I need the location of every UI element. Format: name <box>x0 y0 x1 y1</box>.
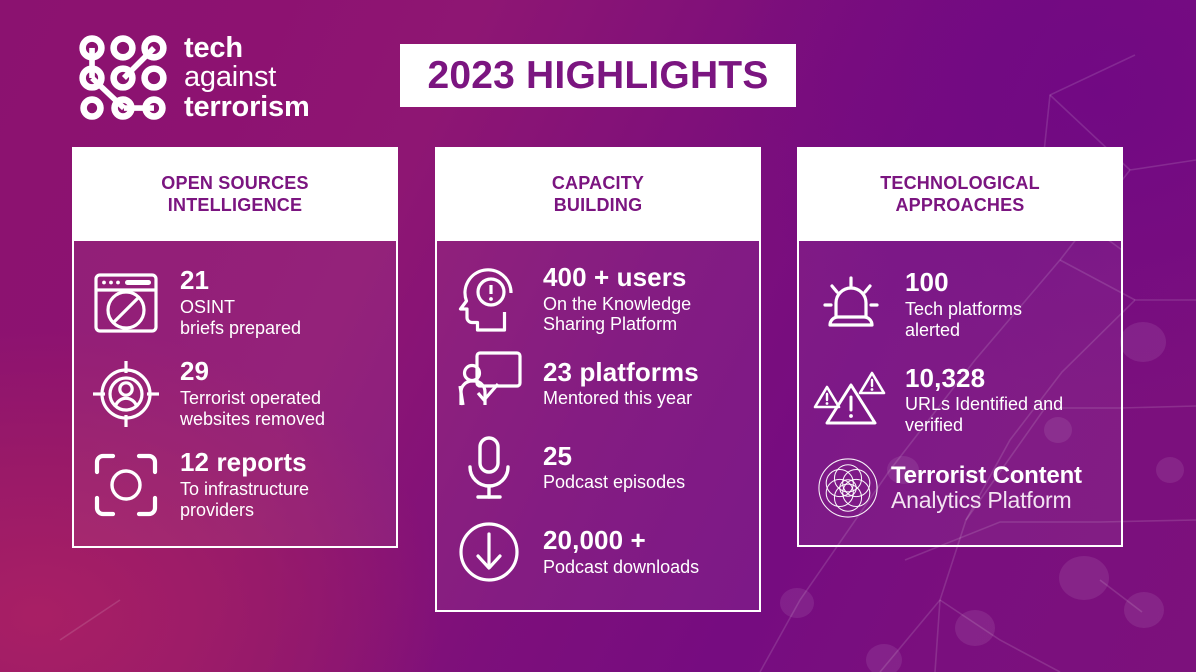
stat-text: 20,000 + Podcast downloads <box>543 526 699 577</box>
stat-label: On the Knowledge Sharing Platform <box>543 293 692 335</box>
tech-against-terrorism-node-logo-icon <box>79 35 167 120</box>
stat-value: 10,328 <box>905 362 986 393</box>
stat-label: Tech platforms alerted <box>905 299 1023 340</box>
stat-text: 29 Terrorist operated websites removed <box>180 357 325 429</box>
column-body: 400 + users On the Knowledge Sharing Pla… <box>435 241 761 612</box>
stat-value: 400 + users <box>543 261 687 292</box>
stat-value: 20,000 + <box>543 525 646 556</box>
brand-wordmark: tech against terrorism <box>184 31 310 123</box>
stat-text: 100 Tech platforms alerted <box>905 268 1022 340</box>
stat-item: 25 Podcast episodes <box>451 430 745 506</box>
stat-item: 29 Terrorist operated websites removed <box>88 356 382 432</box>
stat-label: Podcast downloads <box>543 556 700 577</box>
target-person-icon <box>88 356 164 432</box>
column-heading-line-1: CAPACITY <box>551 172 645 193</box>
column-heading-line-2: APPROACHES <box>895 195 1025 215</box>
tcap-spirograph-icon <box>818 458 878 518</box>
head-alert-icon <box>451 261 527 337</box>
tcap-line-1: Terrorist Content <box>891 461 1082 489</box>
stat-item: 10,328 URLs Identified and verified <box>813 362 1107 438</box>
page-title: 2023 HIGHLIGHTS <box>427 53 769 97</box>
stat-label: To infrastructure providers <box>180 478 310 520</box>
stat-text: 12 reports To infrastructure providers <box>180 448 309 520</box>
stat-text: 400 + users On the Knowledge Sharing Pla… <box>543 263 691 335</box>
page-title-box: 2023 HIGHLIGHTS <box>400 44 796 107</box>
stat-item: 100 Tech platforms alerted <box>813 267 1107 343</box>
stat-item: 12 reports To infrastructure providers <box>88 447 382 523</box>
stat-label: Mentored this year <box>543 388 693 409</box>
stat-label: Terrorist operated websites removed <box>180 387 326 429</box>
stat-value: 23 platforms <box>543 356 699 387</box>
tcap-line-2: Analytics Platform <box>891 486 1072 513</box>
stat-text: 25 Podcast episodes <box>543 442 685 493</box>
browser-blocked-icon <box>88 265 164 341</box>
stat-value: 100 <box>905 267 949 298</box>
brand-line-3: terrorism <box>184 90 310 123</box>
column-header: TECHNOLOGICAL APPROACHES <box>797 147 1123 241</box>
column-heading-line-2: BUILDING <box>553 195 643 215</box>
siren-alarm-icon <box>813 267 889 343</box>
column-open-sources-intelligence: OPEN SOURCES INTELLIGENCE <box>72 147 398 548</box>
column-technological-approaches: TECHNOLOGICAL APPROACHES 1 <box>797 147 1123 547</box>
column-capacity-building: CAPACITY BUILDING 400 + users On the Kno… <box>435 147 761 612</box>
stat-value: 29 <box>180 356 210 387</box>
scan-frame-icon <box>88 447 164 523</box>
column-body: 21 OSINT briefs prepared <box>72 241 398 548</box>
stat-value: 12 reports <box>180 447 307 478</box>
microphone-icon <box>451 430 527 506</box>
presenter-board-icon <box>451 345 527 421</box>
column-heading-line-2: INTELLIGENCE <box>167 195 303 215</box>
download-circle-icon <box>451 514 527 590</box>
tcap-logo: Terrorist Content Analytics Platform <box>813 457 1107 519</box>
stat-text: 10,328 URLs Identified and verified <box>905 364 1063 436</box>
warning-triangles-icon <box>813 362 889 438</box>
column-header: OPEN SOURCES INTELLIGENCE <box>72 147 398 241</box>
stat-text: 21 OSINT briefs prepared <box>180 266 301 338</box>
column-heading-line-1: OPEN SOURCES <box>161 172 309 193</box>
stat-item: 400 + users On the Knowledge Sharing Pla… <box>451 261 745 337</box>
stat-text: 23 platforms Mentored this year <box>543 358 699 409</box>
stat-label: Podcast episodes <box>543 472 686 493</box>
brand-logo: tech against terrorism <box>76 32 310 124</box>
column-heading-line-1: TECHNOLOGICAL <box>880 172 1040 193</box>
column-header: CAPACITY BUILDING <box>435 147 761 241</box>
stat-item: 21 OSINT briefs prepared <box>88 265 382 341</box>
stat-value: 21 <box>180 265 210 296</box>
tcap-wordmark: Terrorist Content Analytics Platform <box>891 461 1082 513</box>
column-body: 100 Tech platforms alerted <box>797 241 1123 547</box>
stat-label: OSINT briefs prepared <box>180 296 302 338</box>
stat-value: 25 <box>543 440 573 471</box>
stat-item: 20,000 + Podcast downloads <box>451 514 745 590</box>
stat-label: URLs Identified and verified <box>905 394 1064 436</box>
brand-line-2: against <box>184 61 277 94</box>
stat-item: 23 platforms Mentored this year <box>451 345 745 421</box>
brand-line-1: tech <box>184 31 243 64</box>
